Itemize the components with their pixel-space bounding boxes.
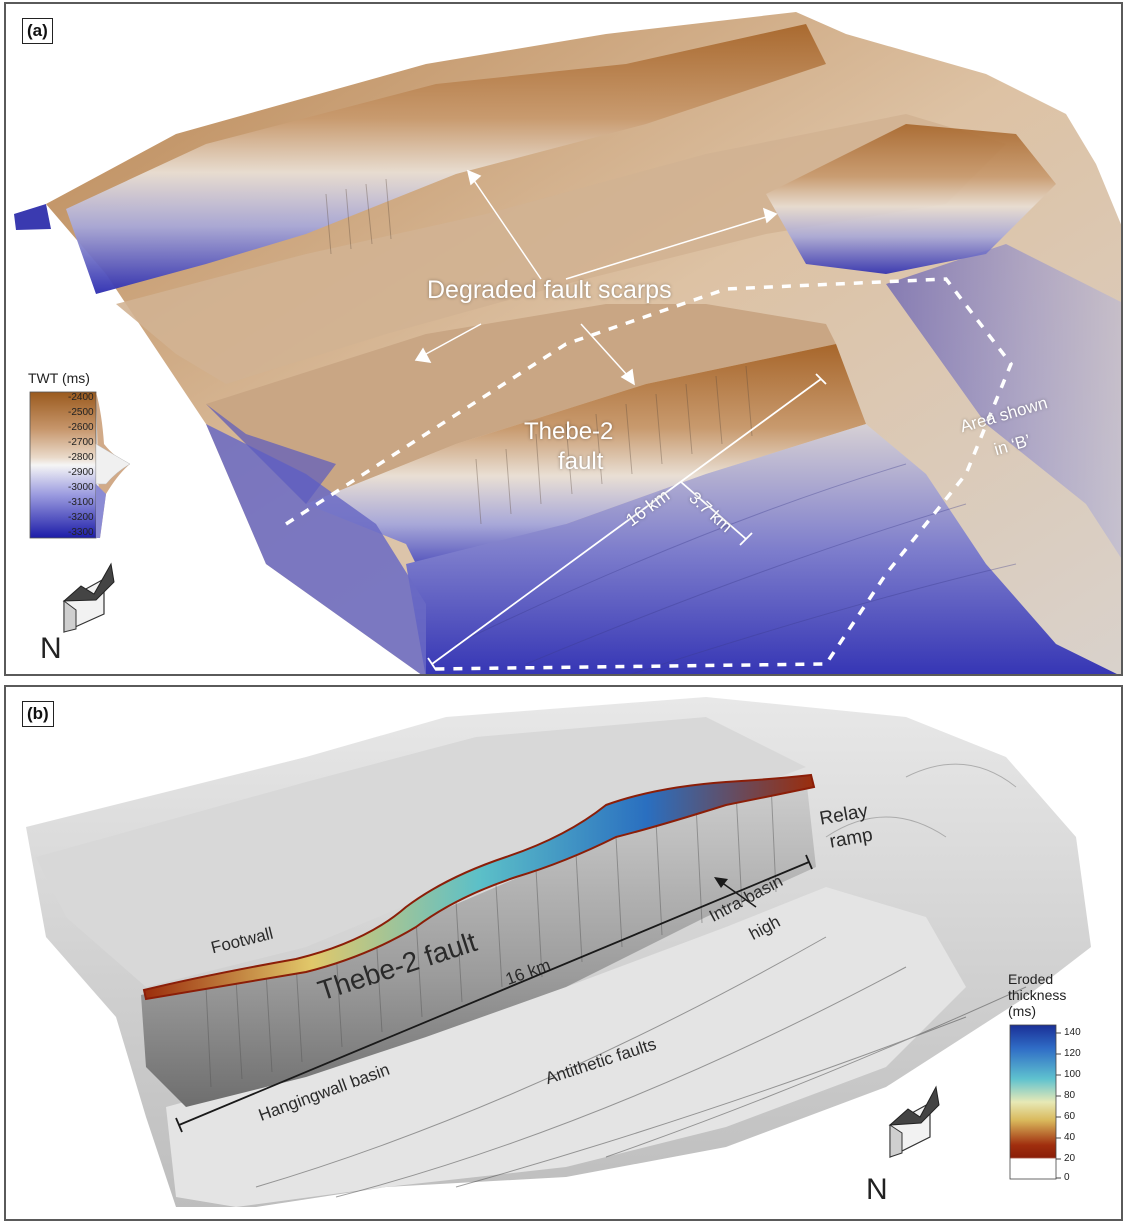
eroded-legend-title-line1: Eroded xyxy=(1008,971,1054,987)
degraded-fault-scarps-label: Degraded fault scarps xyxy=(427,276,672,304)
intra-basin-arrow xyxy=(714,877,757,908)
twt-tick: -2600 xyxy=(68,422,94,433)
north-label: N xyxy=(40,632,62,665)
twt-surface-render xyxy=(14,12,1121,674)
area-outline-dashed xyxy=(285,277,1013,671)
twt-tick: -2700 xyxy=(68,437,94,448)
eroded-tick: 60 xyxy=(1064,1111,1076,1122)
north-label-b: N xyxy=(866,1173,888,1206)
twt-tick: -3300 xyxy=(68,527,94,538)
twt-colorbar xyxy=(29,391,97,539)
length-measure-line xyxy=(427,373,827,671)
eroded-tick: 140 xyxy=(1064,1027,1081,1038)
eroded-tick: 20 xyxy=(1064,1153,1076,1164)
eroded-thickness-render xyxy=(26,697,1091,1207)
twt-tick: -2800 xyxy=(68,452,94,463)
twt-legend-title: TWT (ms) xyxy=(28,370,90,386)
panel-a-label: (a) xyxy=(22,18,53,44)
north-arrow-icon xyxy=(62,562,115,633)
thebe-fault-label-line2: fault xyxy=(558,448,604,475)
eroded-thickness-band xyxy=(142,773,816,1001)
eroded-tick: 0 xyxy=(1064,1172,1070,1183)
thebe-fault-label-line1: Thebe-2 xyxy=(524,418,614,445)
scarp-arrows xyxy=(414,169,778,386)
panel-a-twt-surface: (a) Degraded fault scarps Thebe-2 fault … xyxy=(4,2,1123,676)
eroded-tick: 80 xyxy=(1064,1090,1076,1101)
panel-b-eroded-thickness: (b) Relay ramp Footwall Thebe-2 fault 16… xyxy=(4,685,1123,1221)
twt-tick: -2900 xyxy=(68,467,94,478)
panel-b-label: (b) xyxy=(22,701,54,727)
length-measure-line-b xyxy=(175,854,813,1133)
eroded-tick: 100 xyxy=(1064,1069,1081,1080)
north-arrow-icon-b xyxy=(888,1085,940,1158)
eroded-legend-title-line2: thickness xyxy=(1008,987,1067,1003)
eroded-tick: 40 xyxy=(1064,1132,1076,1143)
eroded-tick: 120 xyxy=(1064,1048,1081,1059)
twt-tick: -2500 xyxy=(68,407,94,418)
twt-tick: -3000 xyxy=(68,482,94,493)
eroded-legend-title-line3: (ms) xyxy=(1008,1003,1036,1019)
eroded-legend-title: Eroded thickness (ms) xyxy=(1008,971,1066,1019)
twt-tick: -2400 xyxy=(68,392,94,403)
twt-tick: -3200 xyxy=(68,512,94,523)
twt-tick: -3100 xyxy=(68,497,94,508)
eroded-colorbar xyxy=(1009,1024,1057,1180)
